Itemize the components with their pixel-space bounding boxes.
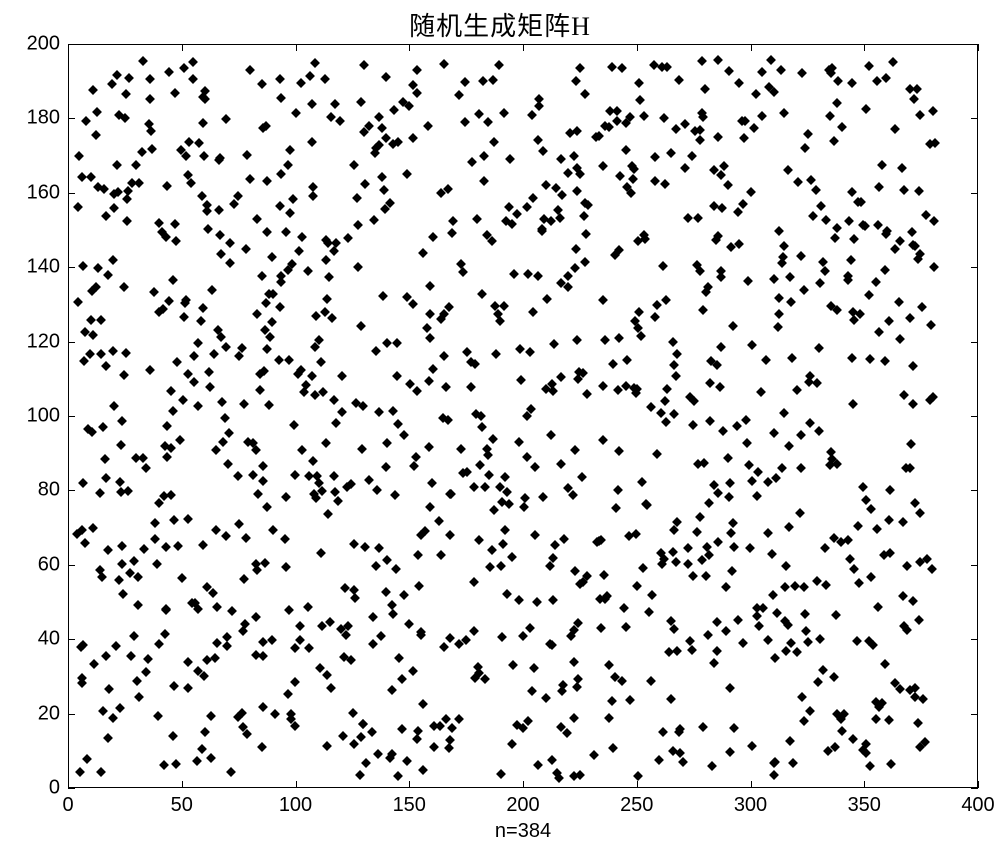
y-tick-mark [68,416,75,417]
y-tick-mark [971,788,978,789]
x-tick-mark [68,44,69,51]
y-tick-label: 40 [10,628,60,651]
x-tick-mark [637,781,638,788]
y-tick-mark [971,44,978,45]
x-tick-label: 250 [620,794,653,817]
y-tick-mark [68,490,75,491]
y-tick-mark [68,714,75,715]
y-tick-mark [971,342,978,343]
x-tick-mark [637,44,638,51]
x-tick-label: 400 [961,794,994,817]
y-tick-mark [971,714,978,715]
x-tick-label: 100 [279,794,312,817]
x-tick-label: 300 [734,794,767,817]
x-tick-mark [182,44,183,51]
x-tick-mark [978,44,979,51]
x-tick-mark [523,781,524,788]
y-tick-mark [68,788,75,789]
y-tick-mark [971,490,978,491]
y-tick-mark [68,44,75,45]
x-tick-mark [864,781,865,788]
x-tick-mark [409,781,410,788]
x-tick-mark [68,781,69,788]
y-tick-mark [68,267,75,268]
x-tick-mark [751,781,752,788]
y-tick-label: 0 [10,777,60,800]
x-axis-label: n=384 [473,820,573,843]
x-tick-label: 0 [62,794,73,817]
y-tick-mark [971,565,978,566]
x-tick-mark [751,44,752,51]
chart-container: 随机生成矩阵H n=384 0 20 40 60 80 100 120 140 160 180 20… [0,0,1000,849]
y-tick-mark [68,565,75,566]
x-tick-mark [978,781,979,788]
x-tick-mark [523,44,524,51]
y-tick-label: 120 [10,330,60,353]
y-tick-label: 60 [10,553,60,576]
y-tick-label: 200 [10,33,60,56]
y-tick-label: 100 [10,405,60,428]
x-tick-mark [864,44,865,51]
x-tick-label: 350 [848,794,881,817]
x-tick-label: 200 [506,794,539,817]
y-tick-label: 80 [10,479,60,502]
y-tick-mark [68,193,75,194]
y-tick-mark [68,118,75,119]
y-tick-mark [971,118,978,119]
y-tick-mark [971,267,978,268]
x-tick-mark [409,44,410,51]
x-tick-mark [296,44,297,51]
x-tick-mark [182,781,183,788]
y-tick-mark [971,416,978,417]
y-tick-label: 180 [10,107,60,130]
y-tick-label: 160 [10,181,60,204]
x-tick-mark [296,781,297,788]
x-tick-label: 50 [171,794,193,817]
x-tick-label: 150 [393,794,426,817]
y-tick-label: 140 [10,256,60,279]
y-tick-mark [971,639,978,640]
y-tick-mark [971,193,978,194]
chart-title: 随机生成矩阵H [0,6,1000,43]
y-tick-mark [68,639,75,640]
y-tick-label: 20 [10,702,60,725]
y-tick-mark [68,342,75,343]
